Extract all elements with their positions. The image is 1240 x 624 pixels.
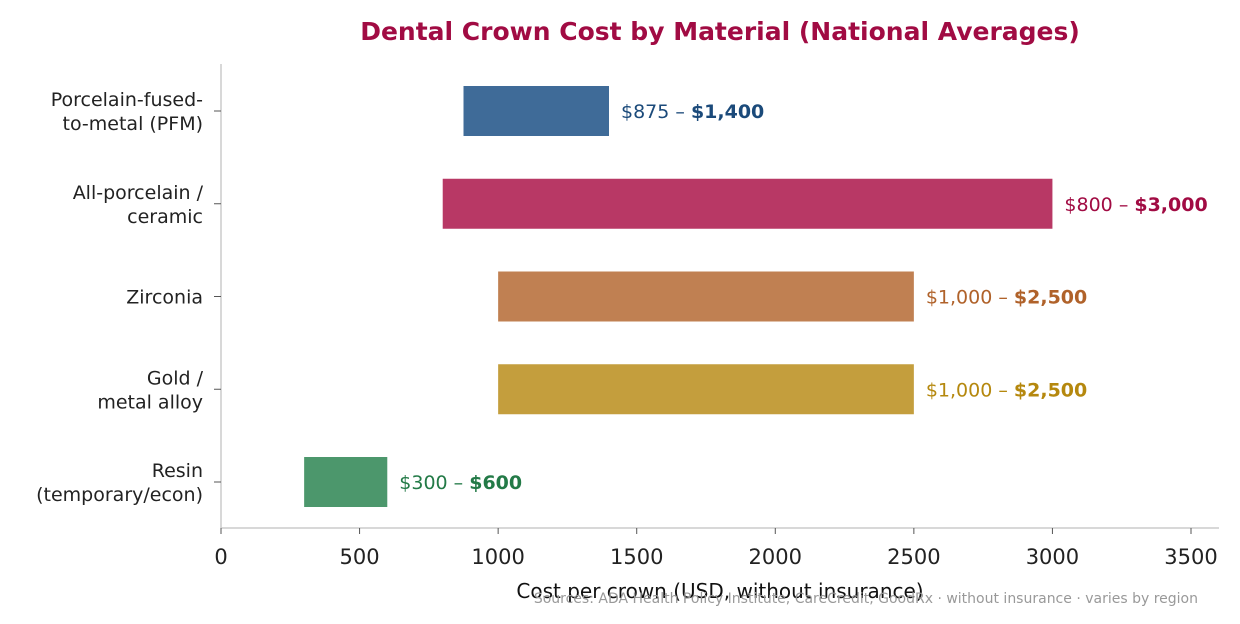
category-label: All-porcelain / ceramic	[73, 182, 204, 228]
x-tick-label: 1500	[610, 545, 663, 569]
source-note: Sources: ADA Health Policy Institute, Ca…	[534, 591, 1198, 607]
bar	[463, 86, 609, 136]
x-tick-label: 1000	[471, 545, 524, 569]
value-labels: $875 – $1,400 $800 – $3,000 $1,000 – $2,50…	[399, 101, 1207, 494]
value-label: $1,000 – $2,500	[926, 287, 1087, 309]
axes: 0 500 1000 1500 2000 2500 3000 3500	[214, 64, 1219, 569]
bar	[442, 178, 1053, 229]
category-label: Resin (temporary/econ)	[36, 460, 203, 506]
value-label: $300 – $600	[399, 472, 522, 494]
bars	[304, 86, 1053, 507]
bar	[304, 457, 388, 507]
x-tick-label: 3500	[1164, 545, 1217, 569]
bar	[498, 271, 914, 322]
value-label: $800 – $3,000	[1064, 194, 1207, 216]
x-tick-label: 0	[214, 545, 227, 569]
chart-title: Dental Crown Cost by Material (National …	[360, 17, 1080, 46]
bar	[498, 364, 914, 415]
category-label: Gold / metal alloy	[97, 367, 203, 413]
value-label: $875 – $1,400	[621, 101, 764, 123]
x-tick-label: 2500	[887, 545, 940, 569]
x-tick-label: 2000	[749, 545, 802, 569]
category-label: Porcelain-fused-to-metal (PFM)	[51, 89, 203, 135]
category-label: Zirconia	[126, 287, 203, 309]
x-tick-label: 3000	[1026, 545, 1079, 569]
category-labels: Porcelain-fused-to-metal (PFM) All-porcel…	[36, 89, 203, 506]
x-axis-label: Cost per crown (USD, without insurance)	[516, 579, 923, 603]
value-label: $1,000 – $2,500	[926, 379, 1087, 401]
x-tick-label: 500	[340, 545, 380, 569]
